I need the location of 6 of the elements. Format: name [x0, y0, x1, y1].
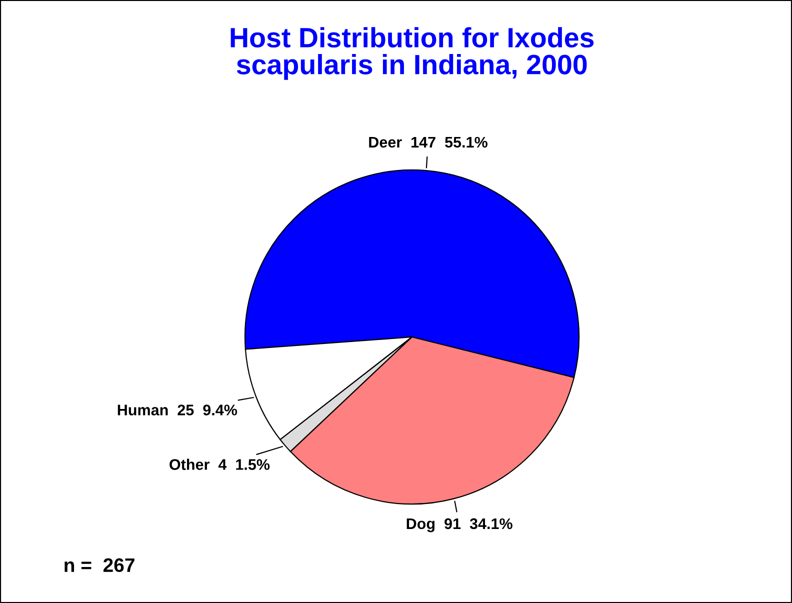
text: n = 267 — [64, 558, 134, 572]
slice-label: Dog 91 34.1% — [406, 518, 512, 532]
slice-label: Other 4 1.5% — [170, 458, 270, 470]
slice-label: Human 25 9.4% — [118, 404, 238, 416]
slice-label: Deer 147 55.1% — [369, 136, 488, 148]
chart-title: Host Distribution for Ixodes scapularis in Indiana, 2000 — [230, 27, 594, 80]
